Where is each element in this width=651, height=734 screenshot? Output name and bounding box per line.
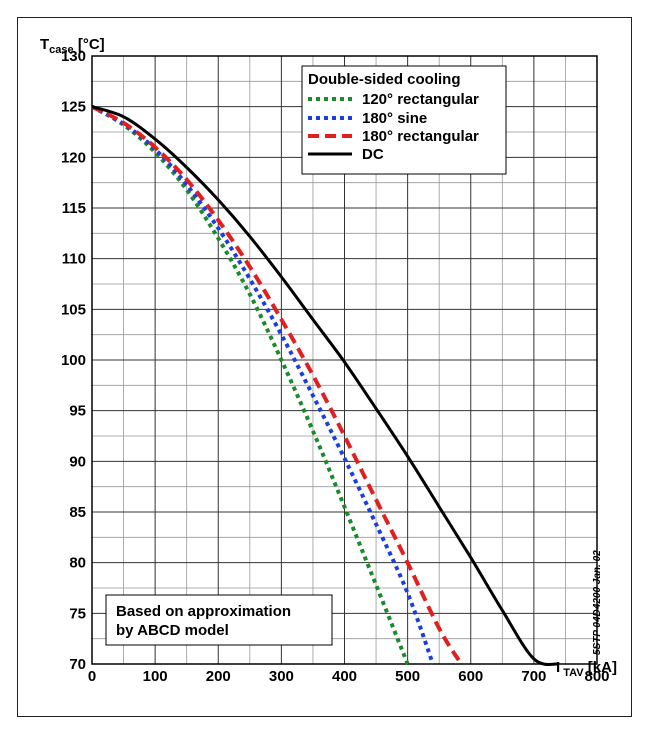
- y-tick-label: 125: [61, 99, 86, 116]
- y-tick-label: 95: [69, 403, 86, 420]
- y-axis-label-main: T: [40, 36, 49, 53]
- x-axis-label: I TAV [kA]: [556, 659, 617, 679]
- y-tick-label: 110: [62, 251, 86, 268]
- annotation-line-1: Based on approximation: [116, 603, 291, 620]
- legend: Double-sided cooling 120° rectangular 18…: [301, 65, 507, 175]
- x-axis-label-unit: [kA]: [584, 659, 617, 676]
- legend-item-180-sine: 180° sine: [362, 110, 427, 127]
- legend-item-120-rect: 120° rectangular: [362, 91, 479, 108]
- y-tick-label: 80: [69, 555, 86, 572]
- x-tick-label: 400: [332, 668, 357, 685]
- y-axis-label-unit: [°C]: [74, 36, 105, 53]
- y-tick-label: 100: [61, 352, 86, 369]
- x-tick-label: 800: [584, 668, 609, 685]
- series-line-180-rectangular: [91, 104, 463, 666]
- x-tick-label: 500: [395, 668, 420, 685]
- y-tick-label: 75: [69, 605, 86, 622]
- annotation-line-2: by ABCD model: [116, 622, 229, 639]
- annotation: Based on approximation by ABCD model: [105, 594, 333, 646]
- y-tick-label: 105: [61, 301, 86, 318]
- y-axis-label-sub: case: [49, 44, 73, 56]
- legend-item-dc: DC: [362, 146, 384, 163]
- x-tick-label: 700: [521, 668, 546, 685]
- y-tick-label: 115: [62, 200, 86, 217]
- plot-area-border: [91, 55, 598, 665]
- y-axis-label: Tcase [°C]: [40, 36, 105, 56]
- y-tick-label: 120: [61, 149, 86, 166]
- x-axis-label-main: I: [556, 659, 560, 676]
- x-tick-label: 300: [269, 668, 294, 685]
- y-tick-label: 85: [69, 504, 86, 521]
- x-tick-label: 200: [206, 668, 231, 685]
- side-code: 5STP 04D4200 Jan. 02: [592, 550, 603, 655]
- series-layer: [91, 104, 560, 667]
- y-tick-label: 70: [69, 656, 86, 673]
- y-tick-labels: 130 125 120 115 110 105 100 95 90 85 80 75 70: [61, 48, 86, 673]
- x-tick-label: 600: [458, 668, 483, 685]
- series-line-120-rectangular: [91, 104, 410, 665]
- x-axis-label-sub: TAV: [560, 667, 584, 679]
- y-tick-label: 90: [69, 453, 86, 470]
- x-tick-label: 0: [88, 668, 96, 685]
- legend-item-180-rect: 180° rectangular: [362, 128, 479, 145]
- x-tick-labels: 0 100 200 300 400 500 600 700 800: [88, 668, 610, 685]
- y-tick-label: 130: [61, 48, 86, 65]
- annotation-box: [105, 594, 333, 646]
- series-line-dc: [91, 105, 560, 667]
- x-tick-label: 100: [143, 668, 168, 685]
- legend-title: Double-sided cooling: [308, 71, 461, 88]
